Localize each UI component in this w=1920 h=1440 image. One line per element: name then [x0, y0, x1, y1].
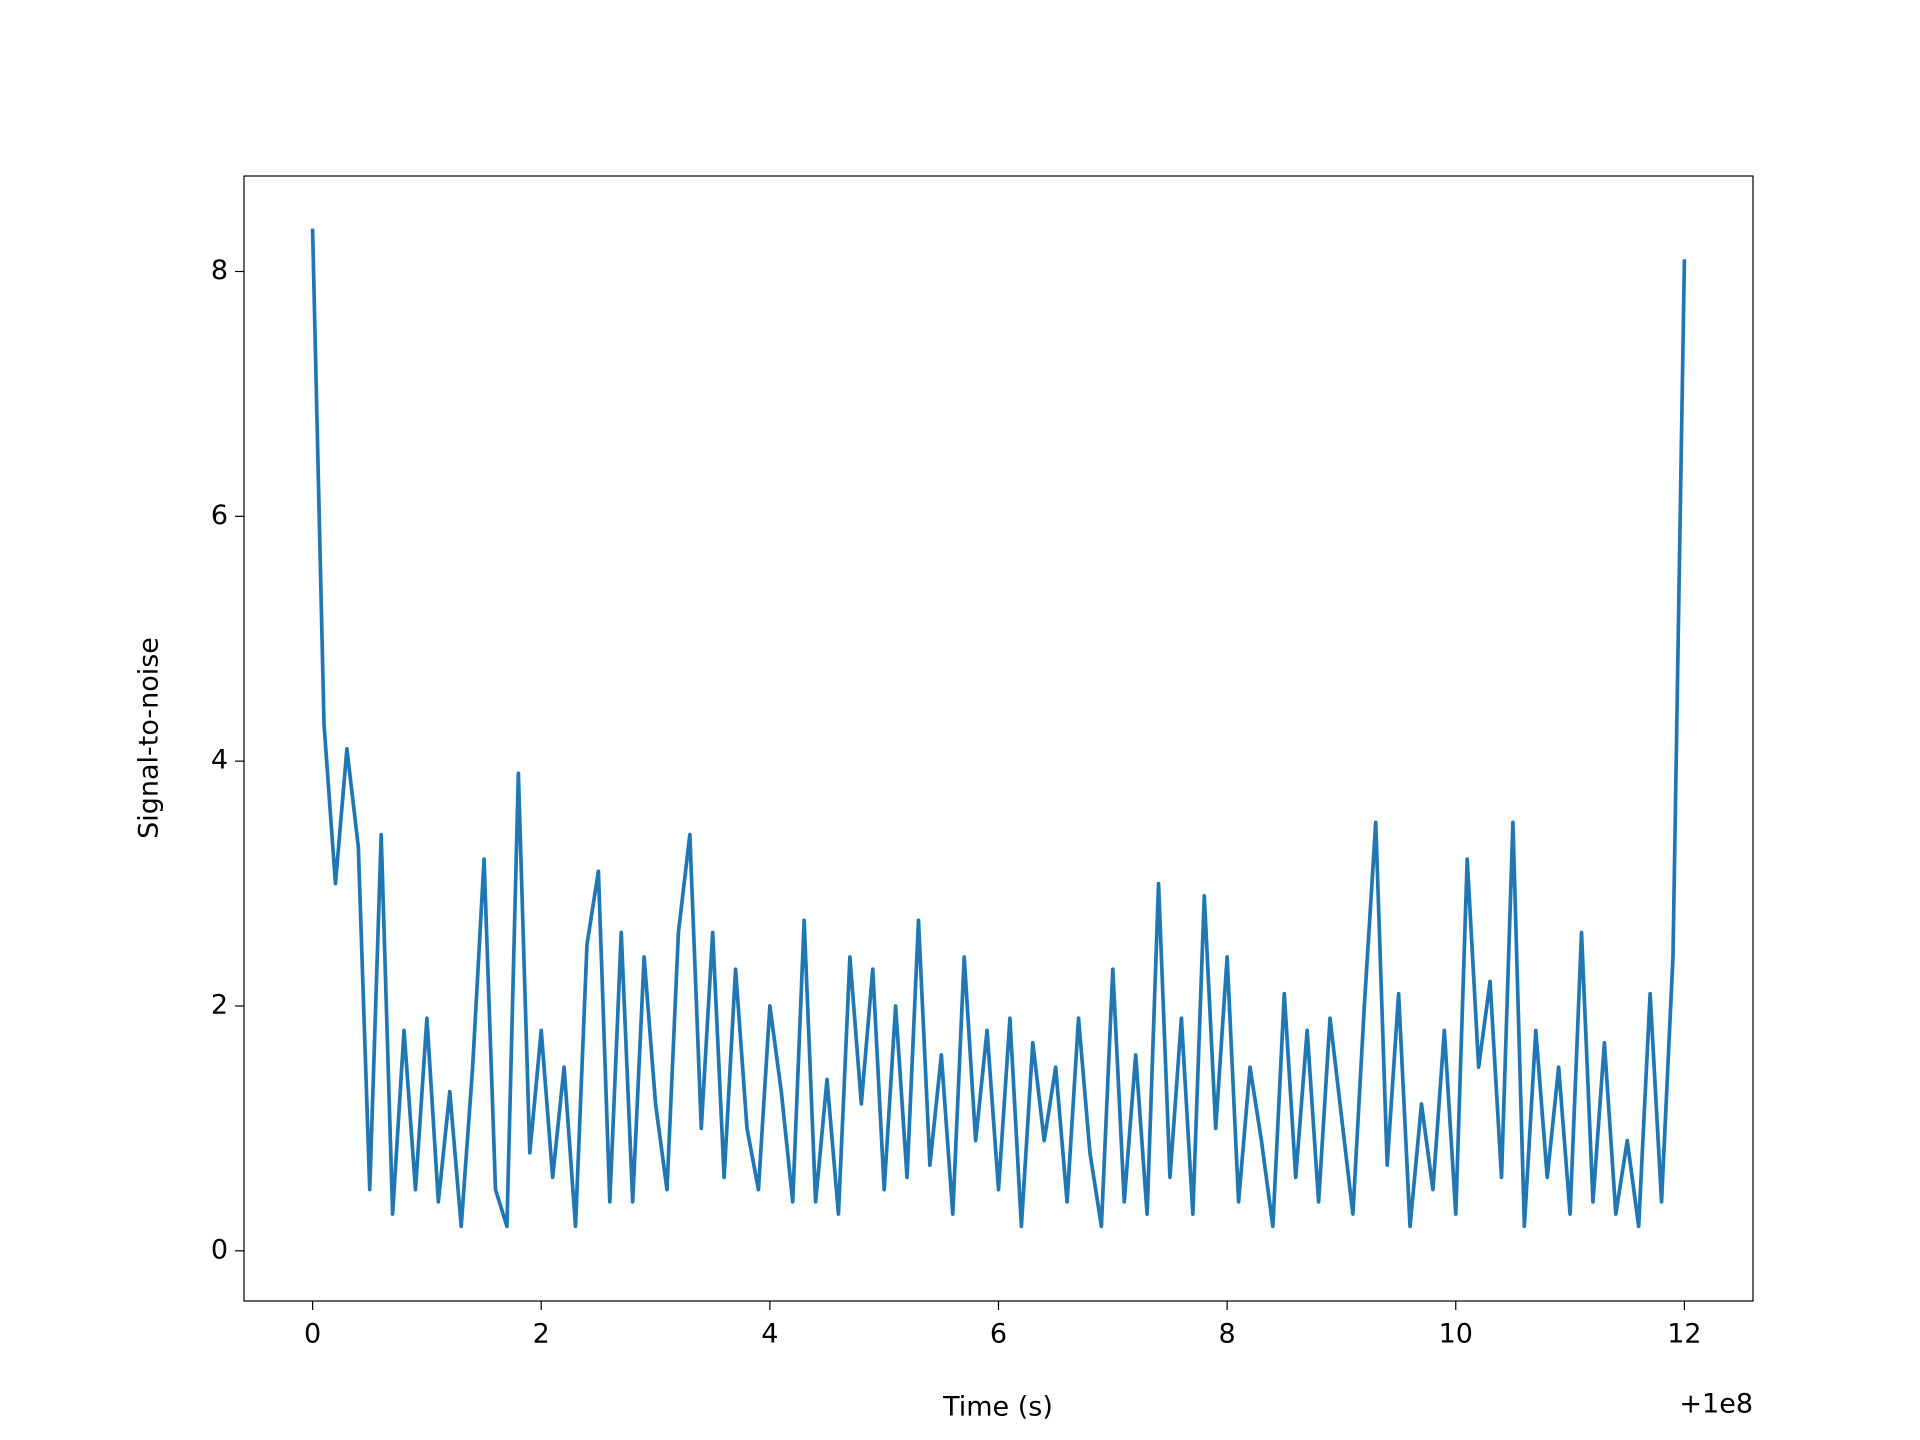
x-tick-label: 6: [990, 1319, 1007, 1350]
data-line: [310, 228, 1687, 1229]
y-tick-label: 6: [211, 500, 228, 531]
x-offset-label: +1e8: [1679, 1389, 1753, 1420]
y-tick-label: 4: [211, 745, 228, 776]
y-tick-label: 8: [211, 255, 228, 286]
x-axis-label: Time (s): [942, 1392, 1053, 1423]
axes-frame: [243, 175, 1754, 1302]
x-tick-label: 2: [533, 1319, 550, 1350]
x-tick-label: 12: [1667, 1319, 1701, 1350]
x-tick-label: 10: [1439, 1319, 1473, 1350]
x-tick-label: 4: [761, 1319, 778, 1350]
y-tick-label: 2: [211, 989, 228, 1020]
x-tick-label: 8: [1219, 1319, 1236, 1350]
y-tick-label: 0: [211, 1234, 228, 1265]
y-axis-label: Signal-to-noise: [134, 637, 165, 839]
x-tick-label: 0: [304, 1319, 321, 1350]
